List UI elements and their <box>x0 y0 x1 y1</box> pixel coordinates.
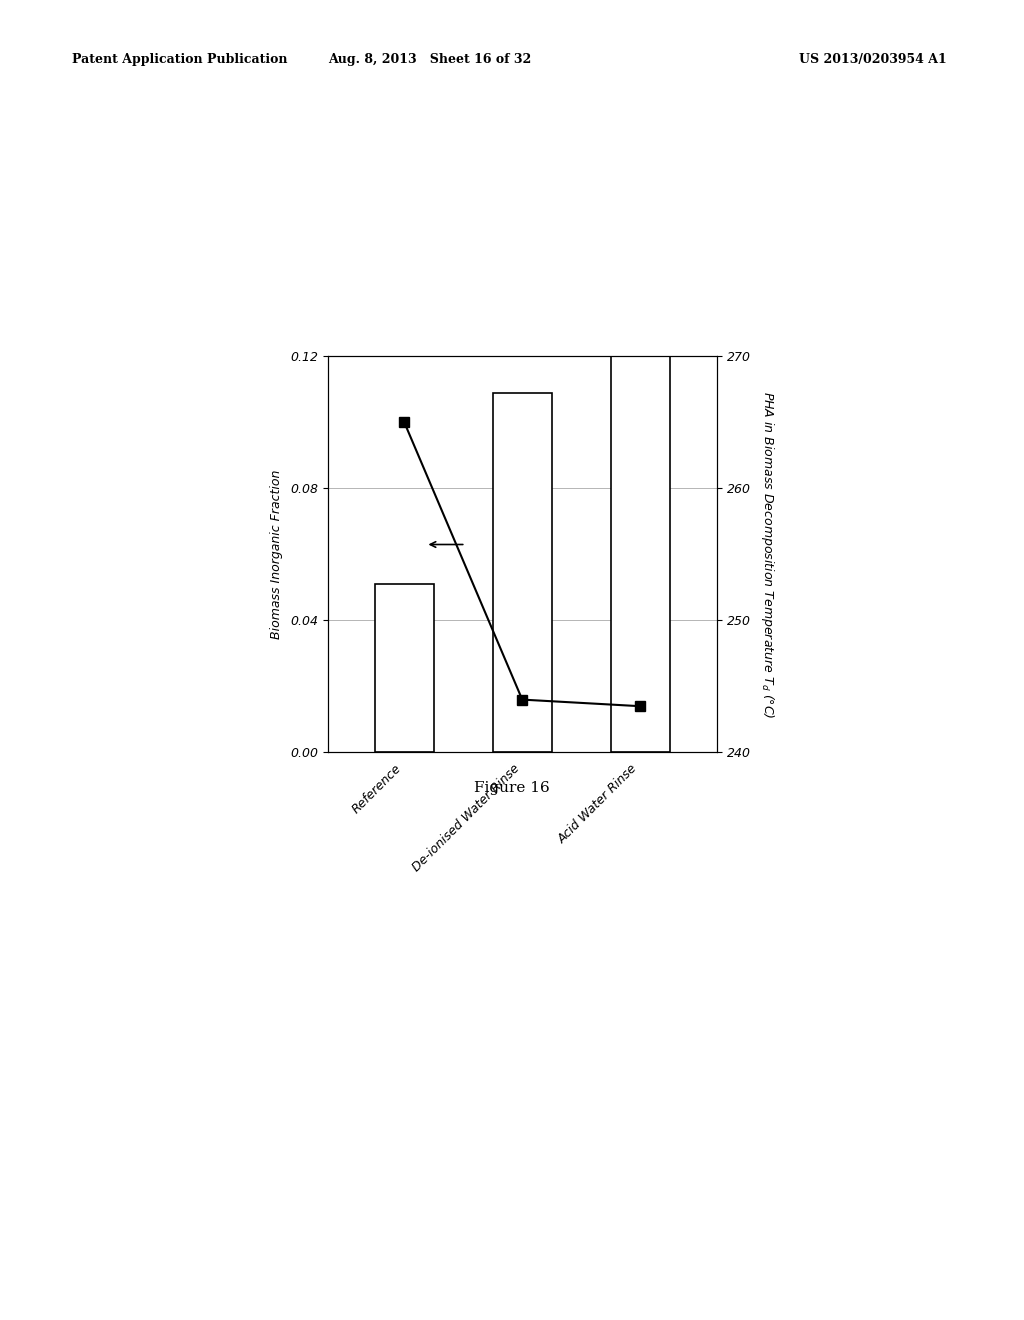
Text: Aug. 8, 2013   Sheet 16 of 32: Aug. 8, 2013 Sheet 16 of 32 <box>329 53 531 66</box>
Bar <box>493 393 552 752</box>
Y-axis label: Biomass Inorganic Fraction: Biomass Inorganic Fraction <box>270 470 283 639</box>
Text: Patent Application Publication: Patent Application Publication <box>72 53 287 66</box>
Bar <box>375 583 434 752</box>
Bar <box>610 356 670 752</box>
Y-axis label: PHA in Biomass Decomposition Temperature T$_d$ (°C): PHA in Biomass Decomposition Temperature… <box>759 391 776 718</box>
Text: Figure 16: Figure 16 <box>474 781 550 795</box>
Text: US 2013/0203954 A1: US 2013/0203954 A1 <box>799 53 946 66</box>
